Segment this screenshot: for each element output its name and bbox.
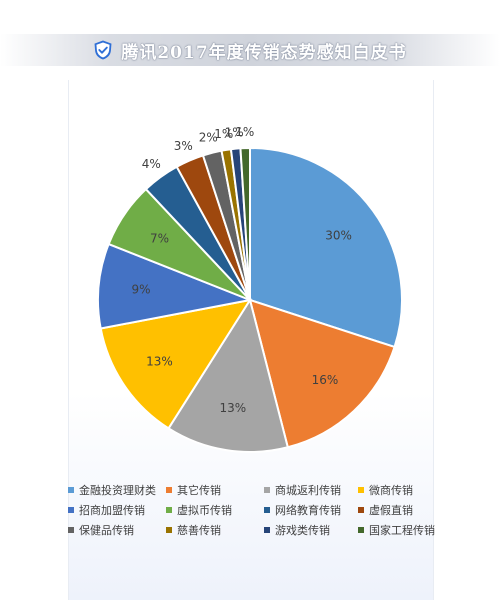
legend-label: 慈善传销: [177, 524, 221, 537]
legend-label: 金融投资理财类: [79, 484, 156, 497]
header-band: 腾讯2017年度传销态势感知白皮书: [0, 34, 500, 66]
data-label-3: 13%: [220, 401, 247, 415]
legend-item: 商城返利传销: [264, 482, 358, 498]
data-label-2: 16%: [312, 373, 339, 387]
legend-item: 保健品传销: [68, 522, 166, 538]
legend-label: 其它传销: [177, 484, 221, 497]
data-label-6: 7%: [150, 231, 169, 245]
legend-swatch: [264, 507, 270, 513]
legend-swatch: [358, 487, 364, 493]
legend-label: 微商传销: [369, 484, 413, 497]
data-label-11: 1%: [225, 126, 244, 140]
legend-swatch: [264, 527, 270, 533]
legend-swatch: [166, 527, 172, 533]
data-label-5: 9%: [132, 283, 151, 297]
data-label-7: 4%: [142, 157, 161, 171]
data-label-4: 13%: [146, 355, 173, 369]
data-label-12: 1%: [235, 125, 254, 139]
legend-item: 微商传销: [358, 482, 448, 498]
pie-slice-4: [99, 298, 253, 430]
legend-item: 网络教育传销: [264, 502, 358, 518]
legend-item: 其它传销: [166, 482, 264, 498]
legend-swatch: [68, 527, 74, 533]
legend-item: 虚假直销: [358, 502, 448, 518]
legend-swatch: [68, 487, 74, 493]
data-label-1: 30%: [325, 229, 352, 243]
legend-label: 国家工程传销: [369, 524, 435, 537]
legend-item: 游戏类传销: [264, 522, 358, 538]
page-title: 腾讯2017年度传销态势感知白皮书: [121, 42, 407, 63]
pie-slice-12: [239, 146, 251, 301]
legend-label: 招商加盟传销: [79, 504, 145, 517]
legend-item: 金融投资理财类: [68, 482, 166, 498]
legend-label: 游戏类传销: [275, 524, 330, 537]
legend-item: 慈善传销: [166, 522, 264, 538]
legend-item: 虚拟币传销: [166, 502, 264, 518]
legend-swatch: [166, 507, 172, 513]
legend-swatch: [68, 507, 74, 513]
legend-item: 国家工程传销: [358, 522, 448, 538]
legend-swatch: [264, 487, 270, 493]
legend-swatch: [358, 527, 364, 533]
pie-slice-3: [167, 297, 290, 453]
legend-label: 保健品传销: [79, 524, 134, 537]
legend-label: 虚假直销: [369, 504, 413, 517]
pie-slice-1: [249, 146, 403, 349]
pie-slice-5: [97, 242, 254, 330]
legend-item: 招商加盟传销: [68, 502, 166, 518]
legend-label: 商城返利传销: [275, 484, 341, 497]
chart-legend: 金融投资理财类 其它传销 商城返利传销 微商传销招商加盟传销 虚拟币传销 网络教育传销 虚假…: [68, 482, 448, 538]
legend-label: 网络教育传销: [275, 504, 341, 517]
data-label-9: 2%: [199, 130, 218, 144]
legend-swatch: [166, 487, 172, 493]
data-label-8: 3%: [174, 139, 193, 153]
legend-label: 虚拟币传销: [177, 504, 232, 517]
header: 腾讯2017年度传销态势感知白皮书: [0, 34, 500, 66]
legend-swatch: [358, 507, 364, 513]
pie-slice-2: [248, 298, 396, 449]
shield-check-icon: [94, 40, 112, 60]
data-label-10: 1%: [214, 127, 233, 141]
